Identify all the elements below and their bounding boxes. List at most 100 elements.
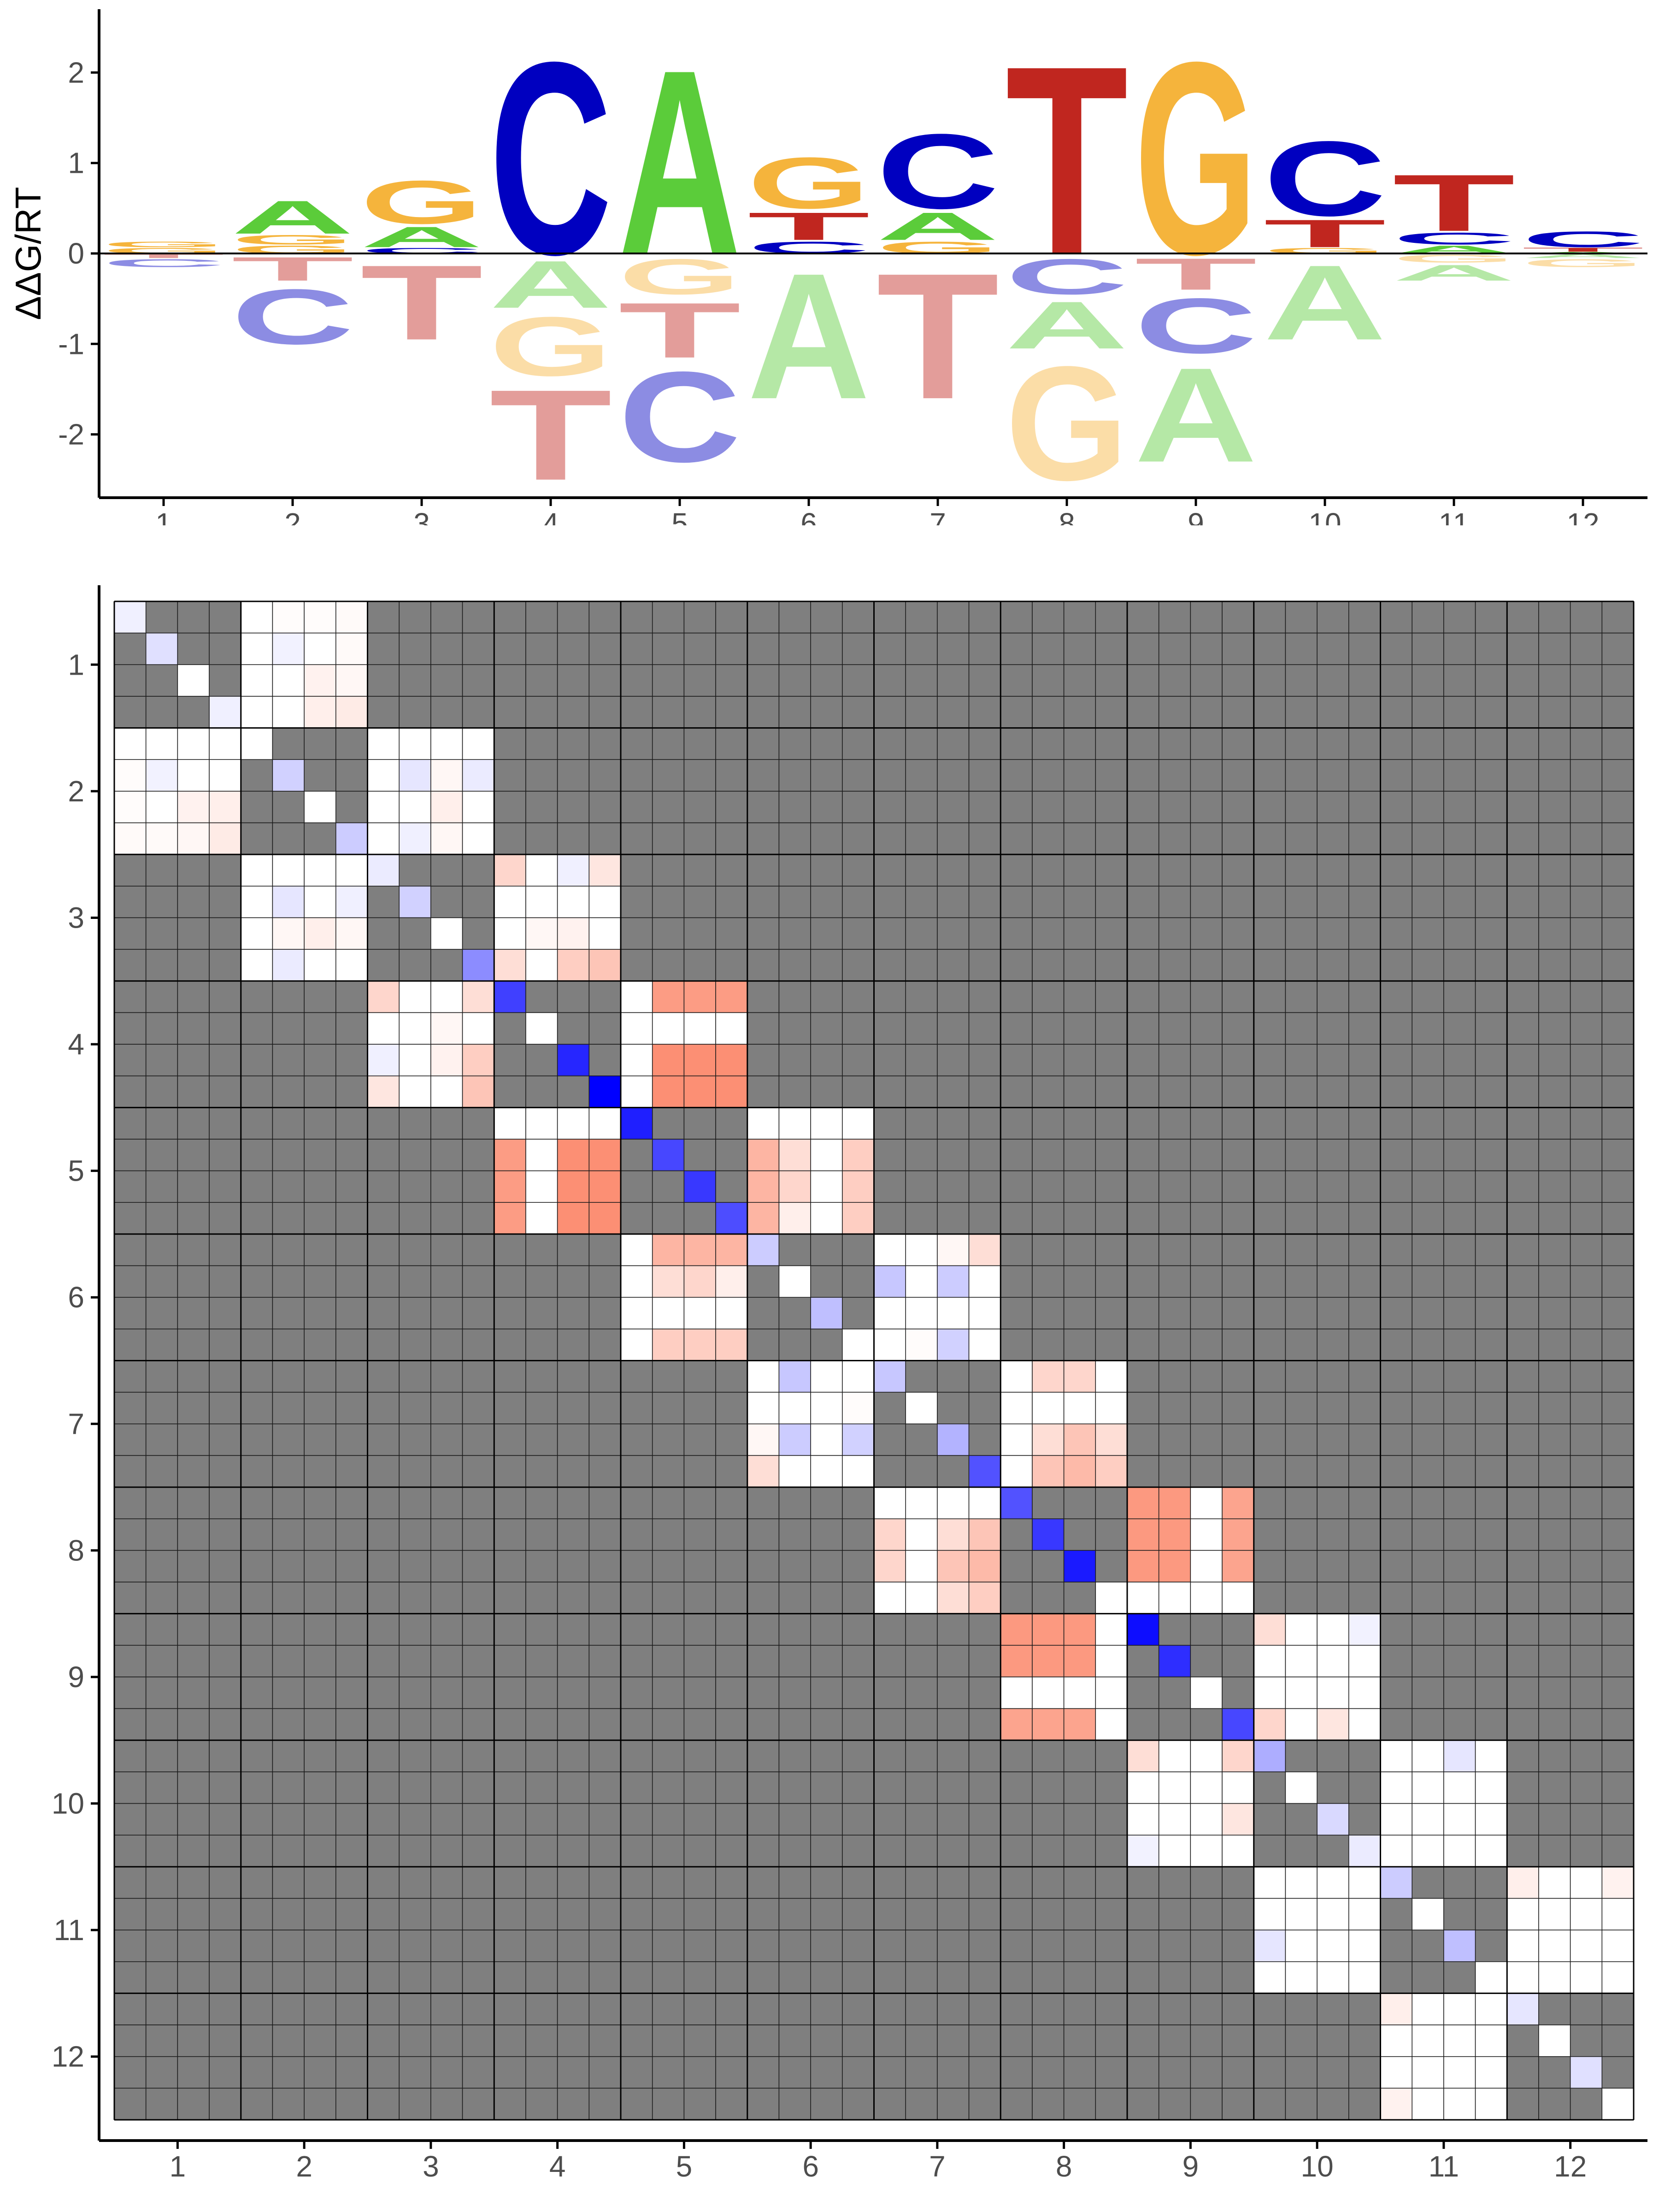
heatmap-cell	[1127, 854, 1159, 887]
heatmap-cell	[968, 696, 1001, 729]
heatmap-cell	[177, 1424, 210, 1456]
heatmap-cell	[272, 854, 305, 887]
heatmap-cell	[1538, 632, 1571, 665]
heatmap-cell	[1506, 1518, 1539, 1551]
heatmap-cell	[1253, 1075, 1286, 1108]
heatmap-cell	[1032, 1297, 1065, 1330]
heatmap-cell	[304, 1044, 336, 1077]
heatmap-cell	[335, 1708, 368, 1741]
heatmap-cell	[747, 1234, 780, 1266]
heatmap-cell	[905, 1961, 938, 1994]
heatmap-cell	[842, 1329, 875, 1361]
heatmap-cell	[335, 1107, 368, 1140]
heatmap-cell	[1570, 1297, 1603, 1330]
heatmap-cell	[905, 822, 938, 855]
heatmap-x-tick-label: 1	[170, 2150, 186, 2183]
heatmap-cell	[272, 1075, 305, 1108]
logo-x-tick-label: 3	[413, 507, 430, 525]
heatmap-cell	[1317, 1803, 1349, 1835]
heatmap-cell	[114, 1360, 147, 1393]
heatmap-cell	[335, 791, 368, 824]
heatmap-cell	[1285, 1582, 1318, 1614]
heatmap-cell	[335, 917, 368, 950]
heatmap-cell	[462, 1044, 494, 1077]
heatmap-cell	[905, 2024, 938, 2057]
heatmap-cell	[1538, 1202, 1571, 1235]
heatmap-cell	[241, 601, 273, 634]
heatmap-cell	[747, 1170, 780, 1203]
heatmap-cell	[1063, 949, 1096, 982]
heatmap-cell	[1570, 1613, 1603, 1646]
heatmap-cell	[873, 917, 906, 950]
heatmap-cell	[1380, 1771, 1412, 1804]
heatmap-cell	[1063, 1392, 1096, 1424]
heatmap-cell	[1443, 1771, 1476, 1804]
heatmap-cell	[1443, 632, 1476, 665]
heatmap-cell	[525, 1392, 558, 1424]
heatmap-cell	[430, 1012, 463, 1045]
heatmap-cell	[842, 1360, 875, 1393]
heatmap-cell	[1000, 1866, 1033, 1899]
heatmap-cell	[620, 664, 653, 697]
heatmap-cell	[1063, 1677, 1096, 1709]
heatmap-cell	[525, 822, 558, 855]
heatmap-cell	[1348, 917, 1381, 950]
heatmap-cell	[399, 2024, 431, 2057]
heatmap-cell	[462, 1297, 494, 1330]
heatmap-cell	[1506, 1170, 1539, 1203]
heatmap-cell	[652, 1835, 685, 1867]
heatmap-cell	[399, 949, 431, 982]
heatmap-cell	[145, 1613, 178, 1646]
heatmap-cell	[1190, 1329, 1223, 1361]
heatmap-cell	[1095, 1898, 1128, 1930]
heatmap-cell	[778, 1993, 811, 2025]
heatmap-cell	[114, 1930, 147, 1962]
heatmap-cell	[241, 1582, 273, 1614]
heatmap-cell	[114, 1645, 147, 1677]
heatmap-cell	[1253, 1012, 1286, 1045]
heatmap-cell	[683, 1835, 716, 1867]
heatmap-cell	[241, 854, 273, 887]
heatmap-cell	[1000, 917, 1033, 950]
heatmap-cell	[905, 1360, 938, 1393]
heatmap-cell	[1032, 1360, 1065, 1393]
heatmap-cell	[1538, 1234, 1571, 1266]
heatmap-cell	[114, 917, 147, 950]
heatmap-cell	[1158, 1961, 1191, 1994]
heatmap-cell	[588, 1993, 621, 2025]
heatmap-cell	[1475, 1139, 1507, 1171]
heatmap-cell	[241, 1645, 273, 1677]
heatmap-cell	[114, 1708, 147, 1741]
heatmap-cell	[1158, 1202, 1191, 1235]
heatmap-cell	[1190, 2088, 1223, 2120]
heatmap-cell	[1475, 1202, 1507, 1235]
heatmap-cell	[1506, 1866, 1539, 1899]
heatmap-cell	[399, 1044, 431, 1077]
heatmap-cell	[778, 949, 811, 982]
heatmap-cell	[241, 1297, 273, 1330]
heatmap-cell	[1506, 601, 1539, 634]
heatmap-cell	[1443, 601, 1476, 634]
heatmap-cell	[335, 1866, 368, 1899]
heatmap-cell	[1063, 2056, 1096, 2089]
heatmap-cell	[1000, 1613, 1033, 1646]
heatmap-cell	[430, 1424, 463, 1456]
heatmap-cell	[430, 2088, 463, 2120]
heatmap-cell	[1601, 1677, 1634, 1709]
heatmap-cell	[937, 759, 970, 792]
heatmap-cell	[1158, 1898, 1191, 1930]
heatmap-cell	[1253, 727, 1286, 760]
logo-letter-T: T	[877, 235, 999, 436]
logo-letter-C: C	[102, 257, 225, 270]
heatmap-cell	[1222, 1613, 1254, 1646]
heatmap-cell	[652, 1613, 685, 1646]
heatmap-cell	[1570, 886, 1603, 918]
heatmap-cell	[1063, 1550, 1096, 1583]
heatmap-cell	[304, 1392, 336, 1424]
heatmap-cell	[494, 981, 526, 1013]
heatmap-cell	[494, 1329, 526, 1361]
heatmap-cell	[1317, 1202, 1349, 1235]
heatmap-cell	[937, 1360, 970, 1393]
heatmap-cell	[1317, 1866, 1349, 1899]
heatmap-cell	[1222, 1708, 1254, 1741]
